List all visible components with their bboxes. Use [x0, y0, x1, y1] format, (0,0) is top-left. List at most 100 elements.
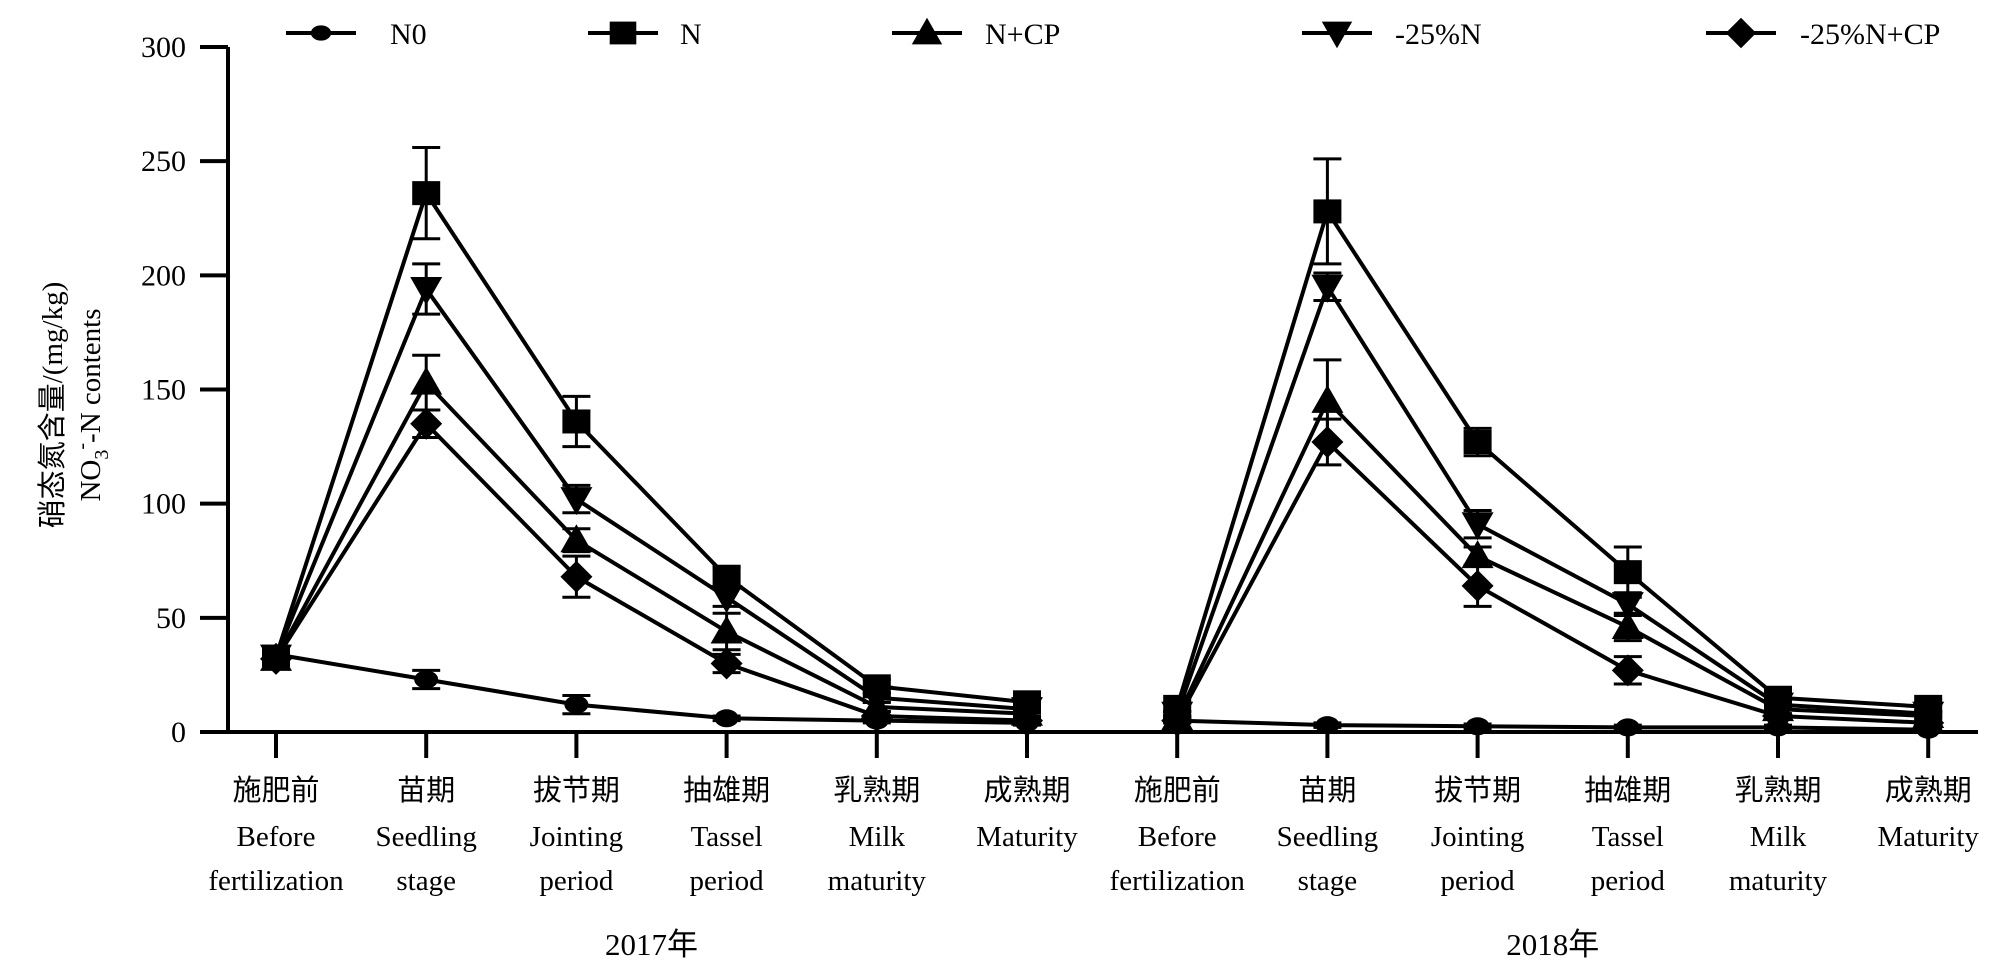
marker-square	[712, 564, 741, 589]
legend: N0 N N+CP -25%N -25%N+CP	[286, 17, 1940, 51]
axes	[226, 47, 1978, 734]
marker-triangle-up	[710, 615, 743, 644]
marker-diamond	[1161, 704, 1194, 737]
x-tick-label-en: Tassel	[1592, 821, 1664, 853]
x-tick-label-cn: 拔节期	[533, 774, 620, 807]
x-tick-label-cn: 拔节期	[1434, 774, 1521, 807]
x-tick-label-en: period	[1591, 865, 1666, 897]
marker-diamond	[1912, 706, 1945, 739]
year-groups: 2017年 2018年	[605, 927, 1599, 962]
marker-triangle-down	[1321, 21, 1353, 49]
x-tick-label-en: period	[539, 865, 614, 897]
legend-label: -25%N+CP	[1800, 18, 1940, 51]
series-line	[1177, 718, 1929, 732]
x-tick-label-cn: 成熟期	[1885, 774, 1972, 807]
x-tick-label-en: Jointing	[1431, 821, 1524, 853]
marker-square	[1613, 560, 1642, 585]
x-tick-label-en: Jointing	[530, 821, 623, 853]
x-tick-label-en: stage	[1298, 865, 1358, 897]
marker-diamond	[1762, 700, 1794, 733]
y-axis-label-en-sup: -	[71, 443, 93, 450]
marker-circle	[1465, 717, 1490, 736]
legend-item: N0	[286, 18, 427, 51]
marker-diamond	[860, 700, 893, 733]
marker-circle	[414, 670, 439, 689]
marker-square	[562, 409, 591, 434]
marker-square	[412, 181, 441, 206]
x-tick-label-en: maturity	[1729, 865, 1828, 897]
marker-diamond	[560, 560, 593, 593]
marker-triangle-down	[1461, 512, 1494, 541]
y-tick-label: 50	[156, 602, 186, 635]
series-25-n-cp	[260, 407, 1945, 739]
x-tick-label-en: Milk	[849, 821, 906, 853]
legend-label: N	[680, 18, 702, 51]
legend-item: N+CP	[892, 17, 1060, 51]
marker-triangle-up	[1461, 540, 1494, 569]
series-line	[1175, 438, 1929, 725]
marker-diamond	[1011, 704, 1043, 737]
marker-triangle-up	[1611, 610, 1644, 639]
series-line	[274, 420, 1028, 723]
x-tick-label-en: period	[690, 865, 765, 897]
marker-square	[1463, 430, 1492, 455]
series-line	[274, 379, 1028, 716]
x-tick-label-cn: 苗期	[1298, 774, 1356, 807]
y-axis-label-cn: 硝态氮含量/(mg/kg)	[36, 282, 69, 529]
marker-circle	[310, 25, 332, 41]
x-tick-label-en: Tassel	[691, 821, 763, 853]
y-axis-label: 硝态氮含量/(mg/kg) NO3--N contents	[36, 282, 113, 529]
x-tick-label-cn: 抽雄期	[1584, 774, 1671, 807]
x-tick-label-cn: 成熟期	[983, 774, 1070, 807]
y-tick-label: 150	[141, 374, 186, 407]
x-tick-label-en: Seedling	[1277, 821, 1379, 853]
x-tick-label-en: Seedling	[375, 821, 477, 853]
x-tick-label-en: Before	[237, 821, 316, 853]
x-tick-label-cn: 乳熟期	[833, 774, 920, 807]
y-axis-label-en-main: NO	[75, 460, 107, 502]
marker-diamond	[1725, 17, 1757, 49]
marker-diamond	[1461, 569, 1494, 602]
marker-triangle-down	[860, 685, 893, 714]
series-line	[275, 652, 1028, 725]
x-tick-label-en: Before	[1138, 821, 1217, 853]
x-tick-label-cn: 苗期	[397, 774, 455, 807]
legend-item: N	[588, 18, 702, 51]
legend-item: -25%N+CP	[1706, 17, 1940, 51]
y-axis-label-en: NO3--N contents	[71, 308, 113, 501]
marker-circle	[1615, 718, 1640, 737]
x-tick-label-en: fertilization	[1110, 865, 1246, 897]
y-ticks: 0 50 100 150 200 250 300	[141, 31, 228, 749]
series-n	[262, 145, 1943, 719]
y-tick-label: 250	[141, 145, 186, 178]
series-line	[1175, 206, 1929, 709]
year-label: 2017年	[605, 927, 698, 962]
marker-diamond	[1311, 426, 1344, 459]
marker-circle	[1315, 716, 1340, 735]
series-line	[1175, 397, 1929, 720]
x-tick-label-cn: 施肥前	[232, 774, 319, 807]
y-axis-label-en-sub: 3	[91, 450, 113, 460]
x-tick-label-cn: 乳熟期	[1734, 774, 1821, 807]
x-ticks: 施肥前 Before fertilization 苗期 Seedling stage 拔节期…	[208, 732, 1979, 897]
x-tick-label-en: Milk	[1750, 821, 1807, 853]
marker-triangle-up	[911, 17, 943, 45]
legend-label: N+CP	[985, 18, 1060, 51]
y-tick-label: 300	[141, 31, 186, 64]
legend-label: -25%N	[1395, 18, 1482, 51]
marker-diamond	[410, 407, 443, 440]
marker-circle	[714, 709, 739, 728]
y-axis-label-en-rest: -N contents	[75, 308, 107, 443]
marker-triangle-down	[1311, 274, 1344, 303]
series-layer	[260, 145, 1945, 739]
marker-triangle-up	[560, 524, 593, 553]
marker-triangle-down	[1611, 592, 1644, 621]
y-tick-label: 0	[171, 716, 186, 749]
year-label: 2018年	[1506, 927, 1599, 962]
marker-triangle-down	[410, 277, 443, 306]
x-tick-label-en: Maturity	[1877, 821, 1979, 853]
legend-label: N0	[390, 18, 427, 51]
marker-triangle-up	[410, 366, 443, 395]
marker-diamond	[260, 642, 292, 675]
